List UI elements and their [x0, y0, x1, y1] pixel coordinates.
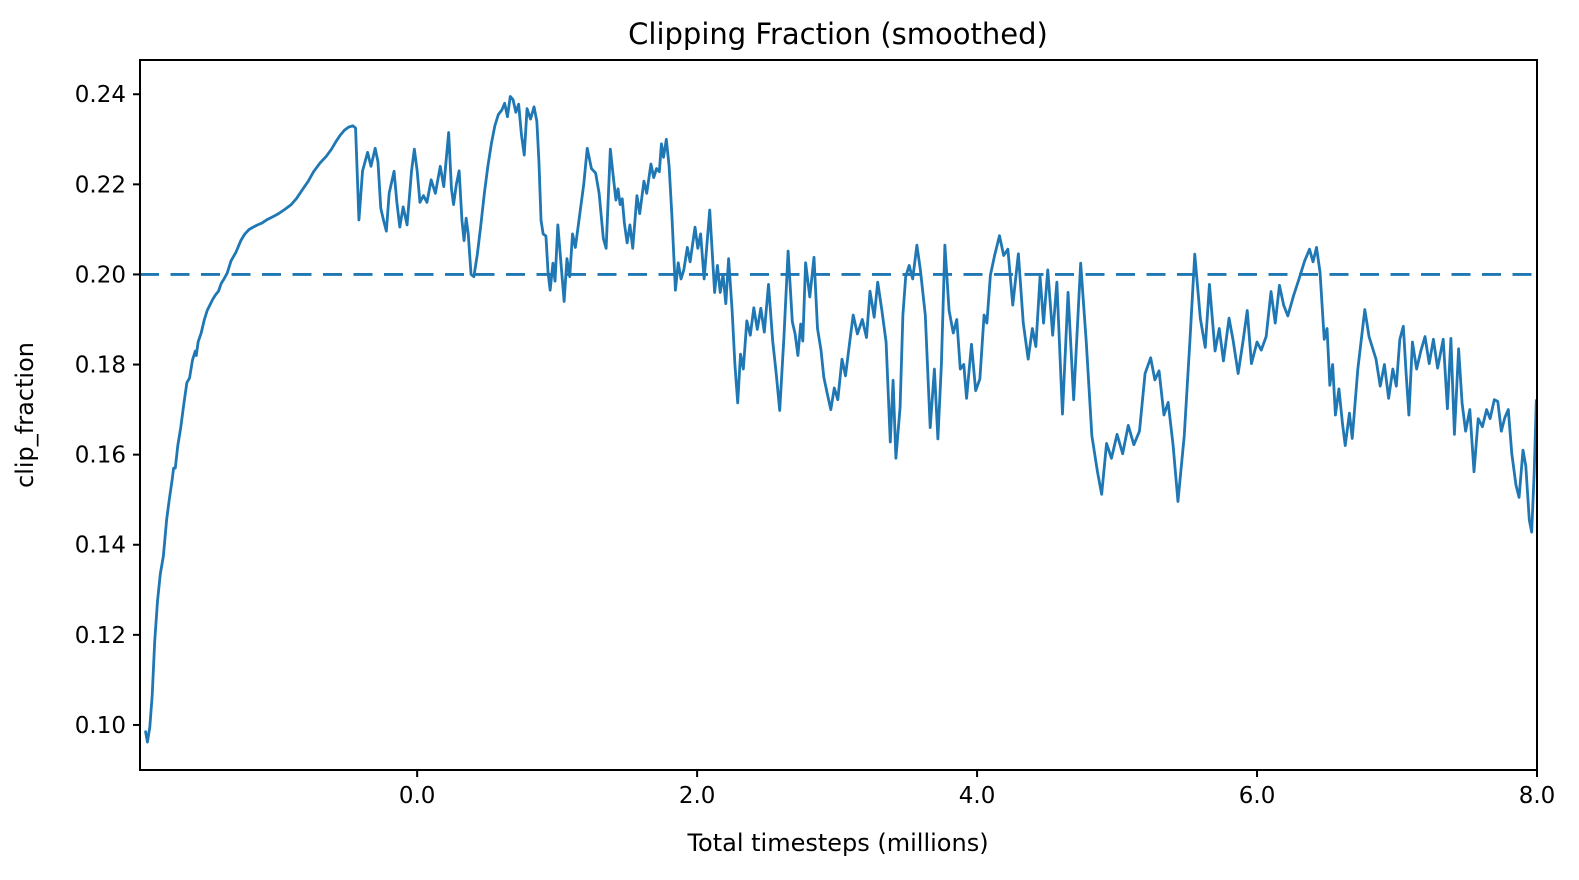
x-axis-label: Total timesteps (millions) — [686, 829, 988, 857]
x-tick-label: 8.0 — [1519, 783, 1556, 809]
x-tick-label: 2.0 — [679, 783, 716, 809]
x-tick-label: 4.0 — [959, 783, 996, 809]
x-tick-label: 0.0 — [399, 783, 436, 809]
y-tick-label: 0.22 — [75, 172, 126, 198]
y-tick-label: 0.10 — [75, 713, 126, 739]
y-axis-label: clip_fraction — [11, 342, 39, 488]
y-tick-label: 0.24 — [75, 82, 126, 108]
axis-ticks: 0.0 2.0 4.0 6.0 8.0 0.10 0.12 0.14 0.16 0.18 0.20 0… — [75, 82, 1556, 809]
y-tick-label: 0.14 — [75, 533, 126, 559]
y-tick-label: 0.12 — [75, 623, 126, 649]
series-clip_fraction — [144, 95, 1537, 744]
y-tick-label: 0.16 — [75, 443, 126, 469]
x-tick-label: 6.0 — [1239, 783, 1276, 809]
y-tick-label: 0.18 — [75, 353, 126, 379]
chart-title: Clipping Fraction (smoothed) — [628, 17, 1048, 51]
y-tick-label: 0.20 — [75, 262, 126, 288]
plot-border — [139, 59, 1538, 771]
line-series — [144, 95, 1537, 744]
